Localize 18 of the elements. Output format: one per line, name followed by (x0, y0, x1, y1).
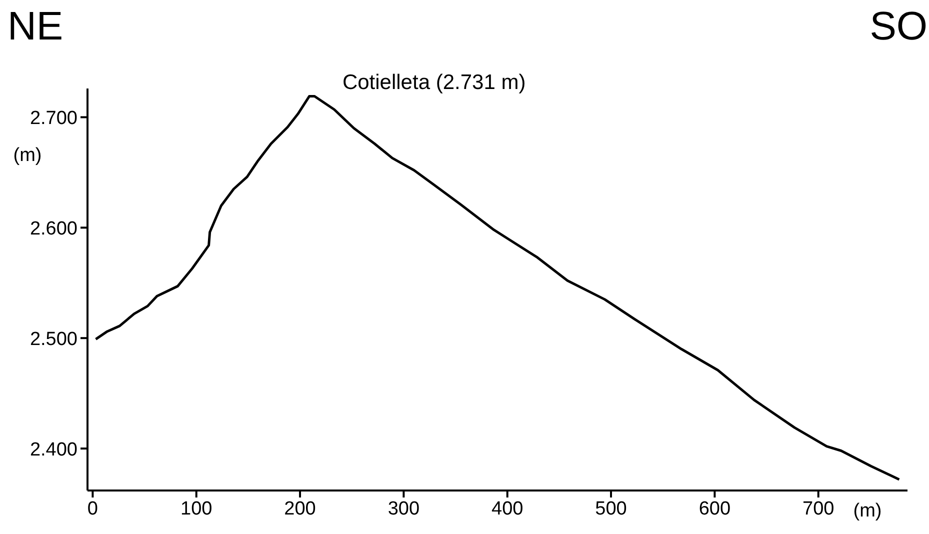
x-tick-label: 500 (595, 498, 627, 520)
x-tick-label: 600 (698, 498, 731, 520)
annotation: Cotielleta (2.731 m) (342, 71, 526, 94)
y-tick-label: 2.400 (30, 440, 78, 461)
x-tick-label: 300 (388, 498, 420, 520)
x-tick-label: 0 (87, 498, 98, 520)
y-tick-label: 2.500 (30, 329, 78, 350)
y-tick-label: 2.600 (30, 218, 78, 240)
line-series (94, 94, 900, 481)
text: SO (870, 4, 928, 48)
x-tick-label: 200 (284, 498, 316, 520)
x-axis-title: (m) (853, 500, 882, 522)
y-tick-label: 2.700 (30, 108, 78, 130)
text: NE (8, 4, 64, 48)
x-tick-label: 700 (802, 498, 834, 520)
x-tick-label: 100 (180, 498, 212, 520)
x-tick-label: 400 (492, 498, 524, 520)
y-axis-title: (m) (13, 145, 42, 166)
